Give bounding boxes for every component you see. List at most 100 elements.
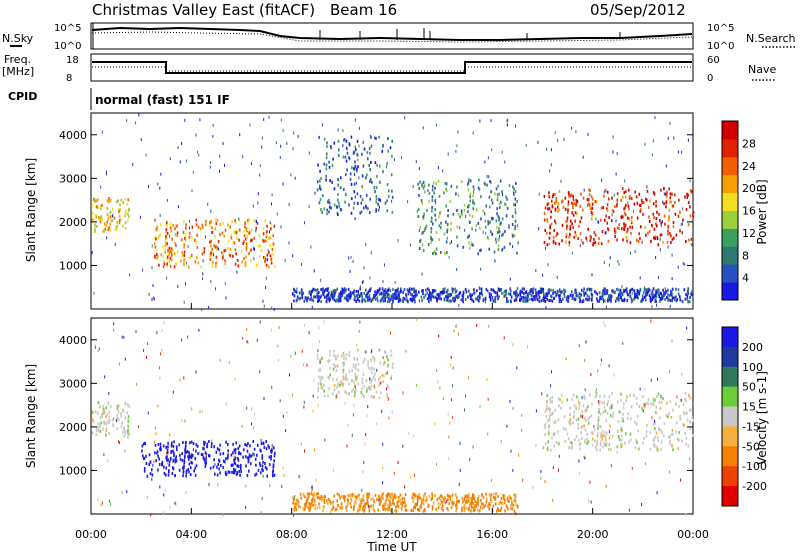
power-cell bbox=[579, 244, 581, 248]
power-cell bbox=[514, 224, 517, 228]
velocity-cell bbox=[317, 389, 320, 393]
velocity-cell bbox=[332, 363, 335, 367]
power-cell bbox=[660, 233, 663, 237]
power-cell bbox=[221, 231, 224, 235]
power-cell bbox=[245, 248, 248, 252]
velocity-cell bbox=[482, 502, 484, 506]
power-cell bbox=[374, 297, 377, 301]
velocity-cell bbox=[379, 499, 382, 503]
power-colorbar-cell bbox=[722, 138, 738, 158]
power-cell bbox=[686, 294, 689, 298]
power-cell bbox=[667, 298, 669, 302]
velocity-cell bbox=[344, 401, 346, 405]
velocity-cell bbox=[150, 513, 152, 517]
power-cell bbox=[306, 296, 309, 300]
velocity-cell bbox=[646, 401, 648, 405]
velocity-cell bbox=[242, 336, 244, 340]
power-cell bbox=[459, 291, 462, 295]
power-cell bbox=[421, 201, 423, 205]
power-cell bbox=[183, 300, 185, 304]
power-cell bbox=[432, 252, 434, 255]
velocity-cell bbox=[181, 458, 184, 462]
power-cell bbox=[650, 239, 652, 243]
velocity-cell bbox=[676, 395, 678, 399]
power-cell bbox=[176, 224, 178, 228]
velocity-cell bbox=[552, 466, 554, 470]
power-cell bbox=[500, 288, 502, 292]
velocity-cell bbox=[449, 495, 452, 499]
velocity-cell bbox=[314, 503, 316, 507]
velocity-cell bbox=[318, 502, 320, 506]
velocity-cell bbox=[361, 498, 364, 502]
velocity-cell bbox=[379, 502, 381, 506]
power-cell bbox=[465, 215, 467, 218]
velocity-cell bbox=[187, 335, 189, 339]
velocity-cell bbox=[571, 397, 573, 401]
power-cell bbox=[689, 214, 692, 218]
power-cell bbox=[317, 300, 319, 303]
power-cell bbox=[479, 187, 481, 191]
velocity-cell bbox=[597, 426, 599, 430]
power-cell bbox=[572, 226, 574, 230]
velocity-cell bbox=[685, 399, 687, 403]
velocity-cell bbox=[605, 419, 608, 423]
power-cell bbox=[313, 269, 315, 273]
power-cell bbox=[554, 290, 556, 294]
velocity-cell bbox=[95, 428, 98, 432]
power-cell bbox=[571, 222, 573, 226]
power-cell bbox=[617, 295, 619, 299]
power-cell bbox=[132, 163, 134, 167]
power-cell bbox=[470, 294, 472, 298]
velocity-cell bbox=[618, 410, 621, 414]
velocity-cell bbox=[101, 415, 103, 419]
power-cell bbox=[665, 205, 667, 209]
velocity-cell bbox=[672, 408, 674, 412]
velocity-colorbar-cell bbox=[722, 346, 738, 368]
power-cell bbox=[295, 290, 298, 294]
power-cell bbox=[243, 234, 246, 238]
velocity-cell bbox=[677, 447, 679, 451]
power-cell bbox=[417, 215, 420, 218]
velocity-cell bbox=[560, 393, 563, 397]
velocity-cell bbox=[493, 495, 495, 499]
power-cell bbox=[235, 220, 237, 224]
velocity-cell bbox=[306, 492, 309, 496]
power-cell bbox=[195, 256, 198, 260]
power-cell bbox=[262, 227, 265, 231]
power-cell bbox=[692, 295, 694, 299]
velocity-cell bbox=[363, 508, 366, 512]
power-cell bbox=[571, 296, 574, 300]
power-cell bbox=[154, 254, 156, 258]
power-cell bbox=[498, 230, 500, 234]
power-cell bbox=[612, 210, 615, 213]
power-cell bbox=[480, 291, 482, 295]
power-cell bbox=[107, 217, 110, 221]
power-cell bbox=[623, 211, 626, 215]
power-cell bbox=[126, 119, 128, 123]
velocity-cell bbox=[273, 446, 275, 450]
power-cell bbox=[214, 227, 217, 231]
power-cell bbox=[99, 220, 102, 224]
power-cell bbox=[610, 294, 612, 298]
power-cell bbox=[558, 242, 560, 246]
velocity-cell bbox=[321, 496, 324, 500]
power-cell bbox=[214, 235, 216, 239]
power-cell bbox=[376, 296, 379, 300]
power-cell bbox=[448, 299, 450, 303]
power-cell bbox=[547, 289, 550, 293]
velocity-cell bbox=[311, 490, 313, 493]
power-cell bbox=[397, 239, 399, 243]
power-cell bbox=[325, 163, 328, 167]
power-cell bbox=[185, 282, 186, 286]
power-cell bbox=[485, 300, 486, 304]
velocity-cell bbox=[591, 402, 593, 406]
power-cell bbox=[667, 288, 669, 292]
velocity-cell bbox=[97, 429, 100, 433]
power-cell bbox=[414, 300, 416, 304]
power-cell bbox=[245, 255, 247, 259]
velocity-cell bbox=[219, 358, 221, 362]
power-cell bbox=[454, 298, 456, 302]
velocity-cell bbox=[587, 405, 589, 409]
velocity-cell bbox=[316, 506, 319, 510]
power-cell bbox=[646, 288, 648, 292]
